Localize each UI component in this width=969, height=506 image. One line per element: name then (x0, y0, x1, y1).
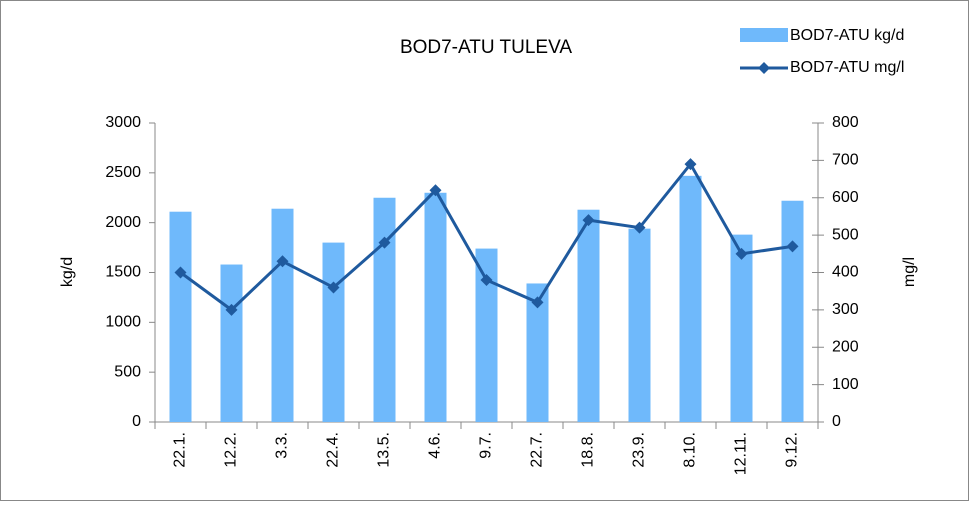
marker (531, 296, 544, 309)
bar (577, 209, 600, 422)
x-tick-label: 22.4. (325, 432, 342, 468)
y2-tick-label: 400 (832, 264, 859, 281)
marker (786, 240, 799, 253)
x-tick-label: 9.7. (478, 432, 495, 459)
y-tick-label: 0 (132, 413, 141, 430)
bar (373, 197, 396, 422)
marker (480, 273, 493, 286)
x-tick-label: 22.1. (172, 432, 189, 468)
x-tick-label: 12.11. (733, 432, 750, 475)
y2-tick-label: 200 (832, 338, 859, 355)
y2-tick-label: 800 (832, 114, 859, 131)
bar (526, 283, 549, 422)
bar (628, 228, 651, 422)
y-tick-label: 500 (114, 363, 141, 380)
marker (174, 266, 187, 279)
x-tick-label: 12.2. (223, 432, 240, 468)
y2-tick-label: 100 (832, 376, 859, 393)
bar (271, 208, 294, 422)
bar (322, 242, 345, 422)
legend-label: BOD7-ATU kg/d (790, 27, 904, 44)
legend-label: BOD7-ATU mg/l (790, 59, 904, 76)
y-tick-label: 2000 (105, 214, 141, 231)
y2-tick-label: 500 (832, 226, 859, 243)
x-tick-label: 3.3. (274, 432, 291, 459)
y2-tick-label: 600 (832, 189, 859, 206)
x-tick-label: 13.5. (376, 432, 393, 468)
y-tick-label: 3000 (105, 114, 141, 131)
marker (684, 158, 697, 171)
marker (429, 184, 442, 197)
x-tick-label: 9.12. (784, 432, 801, 468)
marker (327, 281, 340, 294)
bar (220, 264, 243, 422)
bar (781, 200, 804, 422)
y2-tick-label: 0 (832, 413, 841, 430)
x-tick-label: 23.9. (631, 432, 648, 468)
bar (730, 234, 753, 422)
marker (582, 214, 595, 227)
y2-tick-label: 700 (832, 152, 859, 169)
y-tick-label: 2500 (105, 164, 141, 181)
y-axis-label: kg/d (59, 257, 76, 287)
marker (378, 236, 391, 249)
marker (276, 255, 289, 268)
chart-title: BOD7-ATU TULEVA (400, 37, 572, 58)
marker (735, 247, 748, 260)
x-tick-label: 4.6. (427, 432, 444, 459)
x-tick-label: 22.7. (529, 432, 546, 468)
legend-marker (758, 62, 770, 74)
bar (679, 175, 702, 422)
marker (225, 303, 238, 316)
y2-tick-label: 300 (832, 301, 859, 318)
bar (424, 192, 447, 422)
y2-axis-label: mg/l (901, 257, 918, 287)
marker (633, 221, 646, 234)
bar (169, 211, 192, 422)
x-tick-label: 18.8. (580, 432, 597, 468)
y-tick-label: 1000 (105, 314, 141, 331)
y-tick-label: 1500 (105, 264, 141, 281)
legend-swatch (740, 28, 788, 42)
x-tick-label: 8.10. (682, 432, 699, 468)
bar (475, 248, 498, 422)
